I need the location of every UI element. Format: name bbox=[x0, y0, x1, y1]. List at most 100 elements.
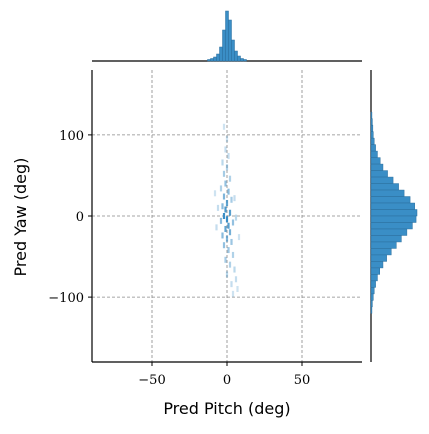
top-marginal-histogram bbox=[92, 10, 362, 62]
y-tick-label-0: −100 bbox=[48, 291, 84, 306]
right-marginal-bar-22 bbox=[370, 254, 387, 262]
right-marginal-bar-17 bbox=[370, 222, 413, 230]
right-marginal-bar-12 bbox=[370, 189, 405, 197]
right-marginal-bar-4 bbox=[370, 137, 375, 145]
right-marginal-bar-8 bbox=[370, 163, 384, 171]
top-marginal-bar-2 bbox=[213, 56, 217, 62]
joint-bin-40 bbox=[215, 224, 218, 231]
top-marginal-bar-12 bbox=[243, 59, 247, 62]
joint-bin-33 bbox=[225, 271, 229, 278]
axes bbox=[88, 70, 362, 366]
joint-bin-24 bbox=[221, 232, 224, 239]
right-marginal-histogram bbox=[370, 70, 418, 362]
joint-bin-28 bbox=[227, 247, 230, 254]
right-marginal-bar-19 bbox=[370, 235, 402, 243]
right-marginal-bar-28 bbox=[370, 293, 374, 301]
top-marginal-bar-7 bbox=[228, 19, 232, 62]
top-marginal-bar-3 bbox=[216, 53, 220, 62]
right-marginal-bar-26 bbox=[370, 280, 376, 288]
joint-bin-31 bbox=[228, 261, 232, 268]
joint-bin-11 bbox=[222, 193, 226, 200]
top-marginal-bar-10 bbox=[237, 55, 241, 62]
x-tick-label-2: 50 bbox=[294, 373, 311, 388]
right-marginal-bar-23 bbox=[370, 261, 384, 269]
joint-bin-16 bbox=[228, 209, 232, 216]
joint-bin-17 bbox=[222, 213, 226, 219]
right-marginal-bar-3 bbox=[370, 131, 374, 139]
joint-bin-5 bbox=[225, 164, 229, 171]
joint-bin-29 bbox=[231, 251, 235, 258]
right-marginal-bar-9 bbox=[370, 170, 388, 178]
joint-bin-32 bbox=[233, 266, 236, 273]
joint-bin-18 bbox=[225, 216, 229, 223]
right-marginal-bar-6 bbox=[370, 150, 378, 158]
right-marginal-bar-5 bbox=[370, 144, 376, 152]
right-marginal-bar-27 bbox=[370, 287, 375, 295]
right-marginal-bar-14 bbox=[370, 202, 415, 210]
joint-bin-27 bbox=[222, 242, 226, 249]
right-marginal-bar-0 bbox=[370, 111, 373, 119]
joint-bin-13 bbox=[225, 200, 229, 207]
joint-bin-23 bbox=[228, 229, 232, 236]
joint-bin-9 bbox=[219, 185, 223, 192]
joint-bin-15 bbox=[224, 206, 227, 213]
right-marginal-bar-10 bbox=[370, 176, 394, 184]
joint-bin-34 bbox=[234, 276, 238, 283]
right-marginal-bar-16 bbox=[370, 215, 417, 223]
joint-bin-42 bbox=[213, 190, 217, 197]
joint-bin-37 bbox=[231, 290, 235, 297]
right-marginal-bar-1 bbox=[370, 118, 373, 126]
top-marginal-bar-1 bbox=[210, 58, 214, 62]
right-marginal-bar-24 bbox=[370, 267, 380, 275]
joint-bin-6 bbox=[222, 170, 226, 177]
joint-bin-41 bbox=[237, 234, 241, 241]
joint-bin-8 bbox=[224, 180, 227, 187]
top-marginal-bar-11 bbox=[240, 58, 244, 62]
right-marginal-bar-18 bbox=[370, 228, 408, 236]
right-marginal-bar-7 bbox=[370, 157, 381, 165]
right-marginal-bar-13 bbox=[370, 196, 411, 204]
x-tick-label-0: −50 bbox=[138, 373, 165, 388]
joint-bin-2 bbox=[224, 146, 227, 153]
joint-bin-39 bbox=[234, 214, 238, 221]
y-axis-label: Pred Yaw (deg) bbox=[11, 158, 30, 277]
top-marginal-bar-6 bbox=[225, 10, 229, 62]
grid-lines bbox=[92, 70, 362, 362]
top-marginal-bar-4 bbox=[219, 46, 223, 62]
joint-histogram bbox=[213, 123, 241, 297]
right-marginal-bar-30 bbox=[370, 306, 373, 314]
joint-bin-25 bbox=[225, 235, 229, 242]
right-marginal-bar-15 bbox=[370, 209, 418, 217]
joint-bin-30 bbox=[224, 256, 227, 263]
joint-bin-10 bbox=[227, 188, 230, 195]
x-tick-label-1: 0 bbox=[223, 373, 231, 388]
top-marginal-bar-8 bbox=[231, 39, 235, 62]
joint-bin-26 bbox=[230, 238, 233, 245]
tick-labels: −50 0 50 −100 0 100 bbox=[48, 129, 310, 388]
joint-bin-20 bbox=[231, 219, 235, 226]
joint-bin-43 bbox=[233, 195, 236, 202]
joint-bin-19 bbox=[219, 217, 223, 224]
joint-bin-0 bbox=[222, 123, 226, 130]
joint-bin-1 bbox=[225, 135, 229, 142]
joint-bin-35 bbox=[230, 281, 233, 288]
right-marginal-bar-21 bbox=[370, 248, 392, 256]
y-tick-label-2: 100 bbox=[59, 129, 84, 144]
x-axis-label: Pred Pitch (deg) bbox=[163, 399, 290, 418]
right-marginal-bar-29 bbox=[370, 300, 373, 308]
right-marginal-bar-25 bbox=[370, 274, 378, 282]
top-marginal-bar-5 bbox=[222, 29, 226, 62]
right-marginal-bar-2 bbox=[370, 124, 374, 132]
top-marginal-bar-9 bbox=[234, 50, 238, 62]
joint-bin-14 bbox=[221, 203, 224, 210]
joint-bin-12 bbox=[230, 196, 233, 203]
joint-bin-7 bbox=[228, 175, 232, 182]
joint-bin-22 bbox=[224, 225, 227, 232]
right-marginal-bar-11 bbox=[370, 183, 399, 191]
y-tick-label-1: 0 bbox=[76, 210, 84, 225]
joint-bin-4 bbox=[221, 159, 224, 166]
joint-bin-38 bbox=[216, 204, 220, 211]
joint-bin-36 bbox=[236, 286, 239, 292]
